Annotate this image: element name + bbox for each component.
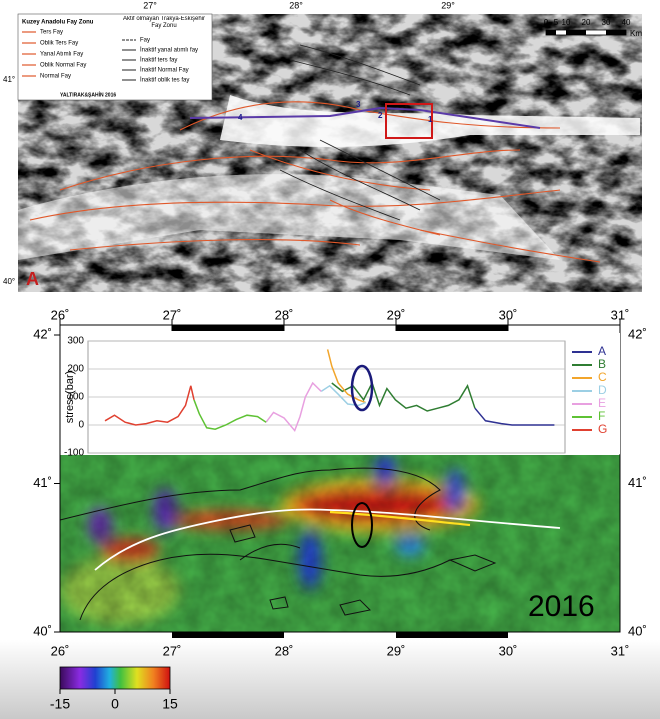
legend-title: Aktif olmayan Trakya-Eskişehir Fay Zonu [122, 16, 206, 29]
y-tick-label: 200 [67, 364, 84, 375]
segment-number: 2 [378, 111, 383, 120]
x-tick-label: 27˚ [163, 307, 182, 322]
legend-label: D [598, 383, 607, 397]
y-tick-label: 0 [78, 420, 84, 431]
fault-trace [94, 508, 561, 571]
y-tick-label: 42˚ [628, 326, 647, 341]
segment-line [189, 106, 541, 129]
legend-label: İnaktif yanal atımlı fay [140, 47, 198, 54]
legend-title: Kuzey Anadolu Fay Zonu [22, 20, 94, 26]
frame-bar [396, 325, 508, 331]
legend-label: E [598, 396, 606, 410]
frame-bar [172, 632, 284, 638]
lon-label: 28° [289, 0, 303, 10]
active-faults [29, 101, 601, 263]
y-tick-label: -100 [64, 448, 84, 459]
highlight-ellipse [350, 364, 374, 412]
scale-label: 10 [562, 18, 571, 27]
x-tick-label: 26˚ [51, 643, 70, 658]
segment-number: 1 [428, 115, 433, 124]
x-tick-label: 29˚ [387, 307, 406, 322]
x-tick-label: 31˚ [611, 307, 630, 322]
x-tick-label: 27˚ [163, 643, 182, 658]
colorbar-tick-label: 15 [162, 696, 178, 712]
chart-background [62, 333, 620, 454]
scale-bar: 0 5 10 20 30 40 Km [544, 18, 643, 38]
stress-line [193, 399, 267, 430]
fault-trace [329, 510, 471, 527]
colorbar-ticks: -15 0 15 [50, 689, 178, 712]
y-tick-label: 100 [67, 392, 84, 403]
legend-label: F [598, 409, 605, 423]
highlight-ellipse [351, 502, 373, 548]
frame-bars: 26˚ 26˚ 27˚ 27˚ 28˚ 28˚ 29˚ 29˚ 30˚ 30˚ 31˚ 31˚ 40˚ 4… [33, 307, 647, 658]
lon-label: 29° [441, 0, 455, 10]
y-tick-label: 40˚ [33, 623, 52, 638]
legend-label: İnaktif Normal Fay [140, 67, 189, 74]
y-axis-label: stress(bar) [64, 371, 76, 424]
legend-label: B [598, 357, 606, 371]
y-tick-label: 41˚ [33, 475, 52, 490]
legend-label: Yanal Atımlı Fay [40, 52, 83, 58]
stress-line [474, 407, 555, 426]
y-tick-label: 300 [67, 336, 84, 347]
frame-bar [396, 632, 508, 638]
x-tick-label: 30˚ [499, 643, 518, 658]
colorbar-tick-label: -15 [50, 696, 70, 712]
fault-legend: Kuzey Anadolu Fay Zonu Aktif olmayan Tra… [17, 13, 213, 101]
y-tick-label: 41˚ [628, 475, 647, 490]
scale-label: 20 [582, 18, 591, 27]
legend-label: Normal Fay [40, 74, 71, 80]
frame-bar [172, 325, 284, 331]
scale-label: 40 [622, 18, 631, 27]
x-tick-label: 26˚ [51, 307, 70, 322]
lowland [18, 174, 560, 260]
legend-label: A [598, 344, 606, 358]
stress-line [331, 381, 476, 412]
study-box [385, 103, 433, 139]
segment-number: 3 [356, 100, 361, 109]
scale-unit: Km [630, 29, 642, 38]
legend-label: Oblik Ters Fay [40, 41, 78, 47]
inactive-faults [279, 44, 441, 221]
x-tick-label: 28˚ [275, 307, 294, 322]
panel-label: A [26, 269, 39, 289]
scale-label: 30 [602, 18, 611, 27]
map-frame [59, 324, 621, 633]
legend-label: İnaktif oblik tes fay [140, 77, 189, 84]
stress-line [320, 384, 366, 407]
x-tick-label: 29˚ [387, 643, 406, 658]
segment-number: 4 [238, 113, 243, 122]
colorbar-tick-label: 0 [111, 696, 119, 712]
y-tick-label: 40˚ [628, 623, 647, 638]
legend-label: Ters Fay [40, 30, 63, 36]
scale-label: 0 [544, 18, 549, 27]
stress-map: 2016 [60, 455, 620, 632]
lon-label: 27° [143, 0, 157, 10]
lat-label: 41° [3, 75, 15, 84]
lat-label: 40° [3, 277, 15, 286]
stress-line [265, 381, 322, 433]
legend-label: G [598, 422, 607, 436]
stress-line [104, 385, 195, 426]
legend-credit: YALTIRAK&ŞAHİN 2016 [60, 91, 116, 98]
scale-label: 5 [554, 18, 559, 27]
colorbar [59, 666, 171, 690]
x-tick-label: 30˚ [499, 307, 518, 322]
stress-line [326, 349, 366, 404]
coastline [60, 467, 497, 621]
year-label: 2016 [528, 590, 595, 623]
y-tick-label: 42˚ [33, 326, 52, 341]
x-tick-label: 28˚ [275, 643, 294, 658]
legend-label: İnaktif ters fay [140, 57, 177, 64]
legend-label: C [598, 370, 607, 384]
x-tick-label: 31˚ [611, 643, 630, 658]
legend-label: Oblik Normal Fay [40, 63, 86, 69]
legend-label: Fay [140, 38, 150, 44]
